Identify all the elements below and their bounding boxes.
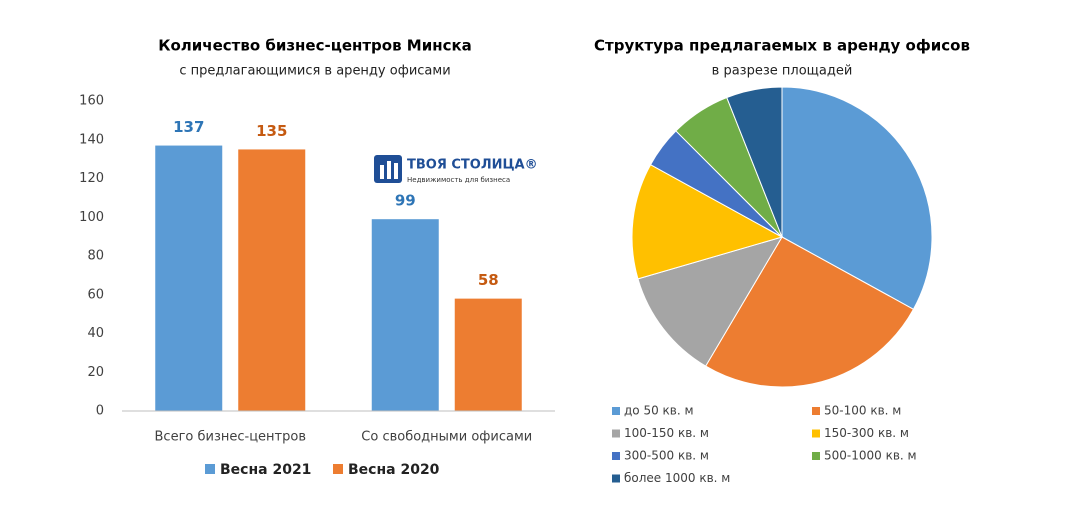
y-tick-label: 140: [79, 132, 104, 147]
legend-swatch: [812, 407, 820, 415]
bar: [454, 298, 522, 411]
legend-label: 150-300 кв. м: [824, 426, 909, 440]
y-tick-label: 60: [87, 287, 104, 302]
legend-swatch: [333, 464, 343, 474]
y-tick-label: 100: [79, 210, 104, 225]
bar: [238, 149, 306, 411]
pie-slice: [637, 236, 784, 367]
pie-slice: [704, 236, 915, 388]
y-tick-label: 20: [87, 365, 104, 380]
legend-swatch: [812, 429, 820, 438]
logo: ТВОЯ СТОЛИЦА® Недвижимость для бизнеса: [374, 155, 538, 184]
legend-label: 300-500 кв. м: [624, 449, 709, 463]
y-tick-label: 120: [79, 171, 104, 186]
x-tick-label: Всего бизнес-центров: [155, 430, 306, 445]
value-label: 99: [395, 192, 416, 210]
legend-label: Весна 2020: [348, 462, 440, 478]
legend-label: Весна 2021: [220, 462, 311, 478]
pie-chart-subtitle: в разрезе площадей: [712, 64, 853, 79]
value-label: 137: [173, 118, 204, 136]
logo-title: ТВОЯ СТОЛИЦА®: [407, 158, 538, 173]
bar-chart-subtitle: с предлагающимися в аренду офисами: [179, 64, 450, 79]
y-tick-label: 40: [87, 326, 104, 341]
legend-swatch: [612, 407, 620, 415]
legend-swatch: [612, 452, 620, 460]
y-tick-label: 160: [79, 94, 104, 109]
bar: [155, 145, 223, 411]
value-label: 58: [478, 271, 499, 289]
legend-label: до 50 кв. м: [624, 404, 694, 418]
legend-swatch: [612, 429, 620, 438]
pie-slice: [726, 86, 783, 238]
logo-subtitle: Недвижимость для бизнеса: [407, 176, 510, 184]
value-label: 135: [256, 122, 287, 140]
y-tick-label: 80: [87, 249, 104, 264]
legend-label: 50-100 кв. м: [824, 404, 901, 418]
legend-swatch: [612, 474, 620, 483]
pie-slice: [781, 86, 933, 310]
x-tick-label: Со свободными офисами: [361, 430, 532, 445]
logo-icon-bar: [387, 161, 391, 179]
logo-icon-bar: [394, 163, 398, 179]
pie-chart-title: Структура предлагаемых в аренду офисов: [594, 37, 970, 55]
legend-label: 100-150 кв. м: [624, 426, 709, 440]
bar-chart-title: Количество бизнес-центров Минска: [158, 37, 472, 55]
legend-swatch: [205, 464, 215, 474]
legend-label: более 1000 кв. м: [624, 471, 730, 485]
bar: [371, 219, 439, 411]
legend-swatch: [812, 452, 820, 460]
legend-label: 500-1000 кв. м: [824, 449, 917, 463]
pie-slice: [631, 164, 784, 280]
y-tick-label: 0: [96, 404, 104, 419]
logo-icon-bar: [380, 165, 384, 179]
